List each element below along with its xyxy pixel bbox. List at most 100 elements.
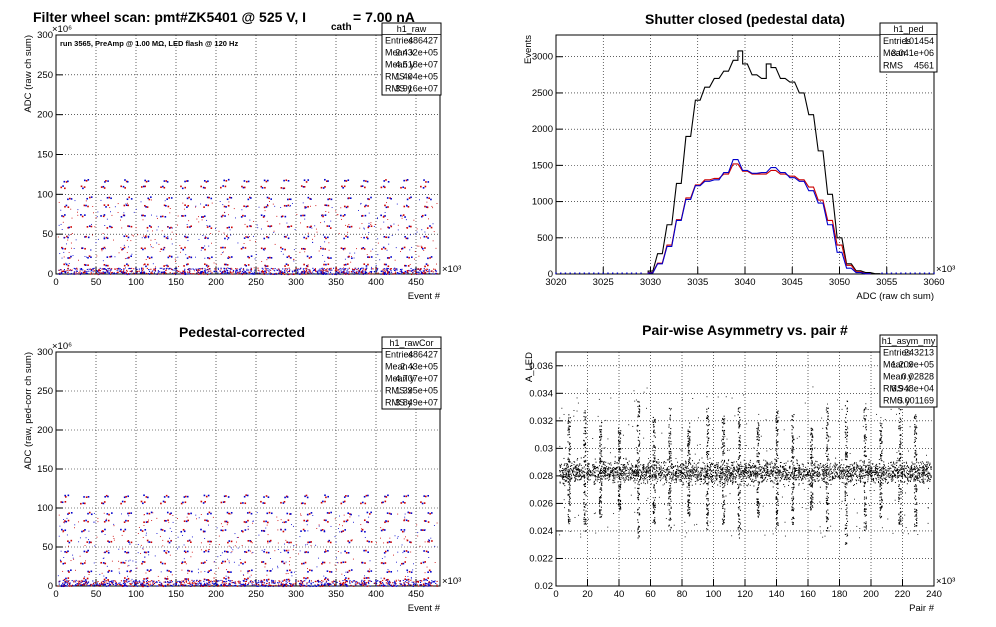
data-point [387,521,389,523]
data-point [204,268,205,269]
data-point [395,271,396,272]
data-point [253,273,254,274]
data-point [280,271,281,272]
data-point [300,586,301,587]
data-point [302,582,303,583]
data-point [78,521,79,522]
data-point [271,581,272,582]
data-point [367,586,368,587]
data-point [283,531,285,533]
data-point [343,561,345,563]
data-point [780,477,781,478]
data-point [176,268,177,269]
data-point [397,538,398,539]
data-point [370,224,371,225]
data-point [63,557,64,558]
data-point [429,271,430,272]
data-point [386,269,387,270]
data-point [325,577,327,579]
data-point [883,461,884,462]
data-point [245,494,247,496]
data-point [244,496,246,498]
data-point [87,206,89,208]
data-point [80,503,82,505]
data-point [366,582,367,583]
data-point [268,268,269,269]
data-point [282,583,284,585]
data-point [87,551,88,552]
data-point [397,514,398,515]
data-point [107,270,108,271]
data-point [262,270,263,271]
data-point [304,503,306,505]
data-point [355,585,356,586]
data-point [839,476,840,477]
data-point [229,583,230,584]
data-point [337,214,338,215]
data-point [339,233,340,234]
data-point [261,214,263,216]
data-point [69,252,70,253]
data-point [247,226,249,228]
data-point [300,550,301,551]
data-point [387,197,389,199]
data-point [251,583,252,584]
data-point [151,541,153,543]
data-point [142,582,143,583]
data-point [204,519,206,521]
data-point [156,216,157,217]
data-point [324,186,326,188]
data-point [392,582,393,583]
data-point [265,521,267,523]
data-point [828,474,829,475]
data-point [651,477,652,478]
data-point [336,542,337,543]
data-point [135,581,136,582]
data-point [163,249,165,251]
data-point [71,512,73,514]
data-point [122,562,124,564]
y-tick-label: 2500 [532,88,553,99]
data-point [246,181,248,183]
data-point [183,581,184,582]
data-point [284,187,286,189]
data-point [377,238,378,239]
data-point [201,583,202,584]
data-point [175,270,176,271]
data-point [383,563,385,565]
data-point [204,187,206,189]
data-point [359,584,360,585]
data-point [298,581,299,582]
data-point [351,256,352,257]
data-point [65,578,67,580]
data-point [244,243,245,244]
data-point [187,224,188,225]
data-point [190,540,191,541]
data-point [105,248,106,249]
data-point [347,179,349,181]
data-point [114,268,115,269]
data-point [604,464,605,465]
data-point [362,582,363,583]
data-point [91,272,92,273]
data-point [408,520,410,522]
data-point [150,272,151,273]
data-point [199,239,200,240]
data-point [216,271,217,272]
data-point [321,187,323,189]
data-point [201,586,202,587]
data-point [398,536,399,537]
data-point [387,542,389,544]
baseline-point [574,273,575,274]
data-point [385,264,387,266]
data-point [169,212,170,213]
data-point [286,573,287,574]
data-point [423,583,424,584]
data-point [404,561,406,563]
data-point [170,227,172,229]
data-point [182,502,184,504]
data-point [259,207,260,208]
data-point [137,581,138,582]
baseline-point [612,273,613,274]
data-point [429,542,430,543]
